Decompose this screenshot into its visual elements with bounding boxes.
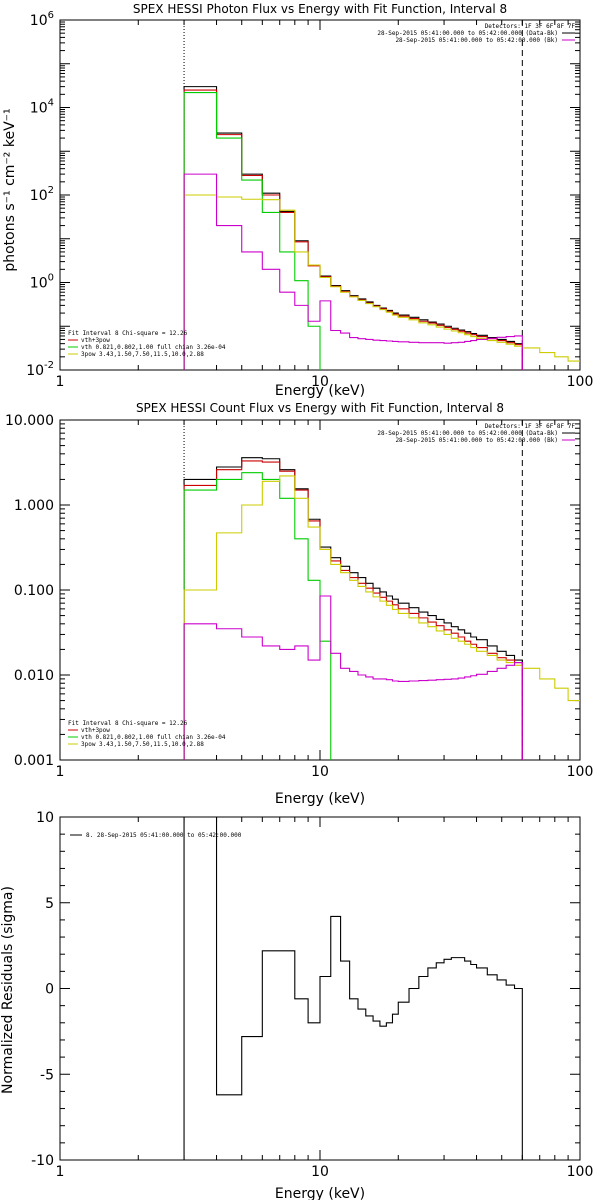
count-x-tick-label: 10 <box>311 764 329 780</box>
residuals-y-tick-label: 0 <box>45 982 54 998</box>
count-plot-area: 1 10 100 0.001 0.010 0.100 1.000 10.000 Detector… <box>5 413 593 780</box>
residuals-x-tick-label: 10 <box>311 1164 329 1180</box>
count-series-4-line <box>183 595 523 760</box>
residuals-y-tick-label: 10 <box>36 810 54 826</box>
photon-flux-chart: SPEX HESSI Photon Flux vs Energy with Fi… <box>2 2 593 399</box>
count-y-tick-label: 0.010 <box>14 668 54 684</box>
count-fit-legend-header: Fit Interval 8 Chi-square = 12.26 <box>68 720 188 727</box>
residuals-series-0-line <box>183 817 523 1160</box>
count-legend-entry: 28-Sep-2015 05:41:00.000 to 05:42:00.000… <box>377 430 558 437</box>
photon-series-3-line <box>183 194 580 370</box>
photon-series-2-line <box>183 91 321 370</box>
count-y-tick-label: 1.000 <box>14 498 54 514</box>
count-flux-chart: SPEX HESSI Count Flux vs Energy with Fit… <box>5 401 593 807</box>
count-x-axis-label: Energy (keV) <box>275 791 365 807</box>
photon-y-tick-label: 102 <box>30 185 54 204</box>
count-chart-title: SPEX HESSI Count Flux vs Energy with Fit… <box>136 401 504 415</box>
photon-fit-legend-entry: vth+3pow <box>81 337 110 344</box>
photon-y-tick-label: 106 <box>30 10 54 29</box>
count-y-tick-label: 0.001 <box>14 753 54 769</box>
count-series-3-line <box>183 475 580 760</box>
residuals-x-tick-label: 1 <box>56 1164 65 1180</box>
residuals-x-axis-label: Energy (keV) <box>275 1186 365 1200</box>
residuals-series-group <box>183 817 523 1160</box>
count-x-tick-label: 1 <box>56 764 65 780</box>
photon-x-tick-label: 10 <box>311 374 329 390</box>
photon-y-tick-label: 10-2 <box>26 360 54 379</box>
photon-y-axis-label: photons s⁻¹ cm⁻² keV⁻¹ <box>2 108 18 271</box>
residuals-legend-entry: 8. 28-Sep-2015 05:41:00.000 to 05:42:00.… <box>86 832 242 839</box>
photon-series-4-line <box>183 173 523 370</box>
count-legend-header: Detectors: 1F 3F 6F 8F 7F <box>485 423 576 430</box>
count-fit-legend-entry: 3pow 3.43,1.50,7.50,11.5,10.0,2.88 <box>81 741 204 748</box>
photon-y-tick-label: 104 <box>30 98 54 117</box>
photon-legend-entry: 28-Sep-2015 05:41:00.000 to 05:42:00.000… <box>377 30 558 37</box>
count-fit-legend-entry: vth+3pow <box>81 727 110 734</box>
count-y-tick-label: 10.000 <box>5 413 54 429</box>
photon-fit-legend-entry: 3pow 3.43,1.50,7.50,11.5,10.0,2.88 <box>81 351 204 358</box>
photon-x-axis-label: Energy (keV) <box>275 383 365 399</box>
photon-fit-legend-header: Fit Interval 8 Chi-square = 12.26 <box>68 330 188 337</box>
count-fit-legend-entry: vth 0.821,0.802,1.00 full chian 3.26e-04 <box>81 734 226 741</box>
photon-legend-entry: 28-Sep-2015 05:41:00.000 to 05:42:00.000… <box>395 37 558 44</box>
count-series-2-line <box>183 472 332 760</box>
photon-x-tick-label: 100 <box>567 374 594 390</box>
residuals-y-tick-label: -5 <box>40 1067 54 1083</box>
residuals-y-tick-label: -10 <box>31 1153 54 1169</box>
photon-chart-title: SPEX HESSI Photon Flux vs Energy with Fi… <box>133 2 507 16</box>
photon-plot-area: 1 10 100 10-2 100 102 104 106 Detectors: 1F 3F 6… <box>26 10 593 390</box>
residuals-x-tick-label: 100 <box>567 1164 594 1180</box>
residuals-chart: Energy (keV) Normalized Residuals (sigma… <box>0 810 593 1200</box>
residuals-y-tick-label: 5 <box>45 896 54 912</box>
photon-series-group <box>183 86 580 370</box>
photon-fit-legend-entry: vth 0.821,0.802,1.00 full chian 3.26e-04 <box>81 344 226 351</box>
count-legend-entry: 28-Sep-2015 05:41:00.000 to 05:42:00.000… <box>395 437 558 444</box>
photon-legend-header: Detectors: 1F 3F 6F 8F 7F <box>485 23 576 30</box>
count-x-tick-label: 100 <box>567 764 594 780</box>
photon-x-tick-label: 1 <box>56 374 65 390</box>
count-series-group <box>183 457 580 760</box>
residuals-plot-area: 1 10 100 -10 -5 0 5 10 8. 28-Sep-2015 05:41:00.0… <box>31 810 593 1180</box>
residuals-y-axis-label: Normalized Residuals (sigma) <box>0 886 16 1094</box>
count-y-tick-label: 0.100 <box>14 583 54 599</box>
photon-y-tick-label: 100 <box>30 273 54 292</box>
